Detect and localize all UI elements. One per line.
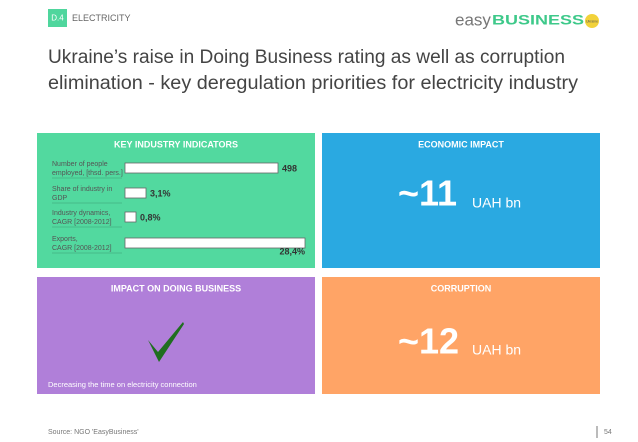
title-line: Ukraine’s raise in Doing Business rating…	[48, 47, 565, 68]
corruption-panel	[322, 277, 600, 394]
indicator-label: Number of people	[52, 161, 108, 168]
indicator-bar	[124, 187, 147, 199]
logo-badge-circle	[585, 14, 599, 28]
page-number: 54	[604, 429, 612, 436]
panel-title: CORRUPTION	[431, 283, 492, 293]
indicator-label: CAGR [2008-2012]	[52, 245, 112, 252]
indicator-label: GDP	[52, 195, 68, 202]
indicator-value: 498	[282, 163, 297, 173]
section-name: ELECTRICITY	[72, 13, 131, 23]
unit: UAH bn	[472, 342, 521, 358]
indicator-bar	[124, 162, 279, 174]
title-line: elimination - key deregulation prioritie…	[48, 73, 579, 94]
source: Source: NGO 'EasyBusiness'	[48, 429, 139, 436]
logo-left: easy	[455, 10, 491, 29]
indicator-label: CAGR [2008-2012]	[52, 219, 112, 226]
indicator-rows: Number of people employed, [thsd. pers.] 4…	[52, 161, 306, 256]
indicator-bar	[124, 237, 306, 249]
section-tag-box	[48, 9, 67, 27]
checkmark-icon	[148, 322, 184, 362]
panel-title: ECONOMIC IMPACT	[418, 139, 504, 149]
indicator-label: Industry dynamics,	[52, 210, 110, 217]
indicator-label: Share of industry in	[52, 186, 112, 193]
indicator-bar	[124, 211, 137, 223]
unit: UAH bn	[472, 195, 521, 211]
panel-title: KEY INDUSTRY INDICATORS	[114, 139, 238, 149]
indicator-label: employed, [thsd. pers.]	[52, 170, 123, 177]
logo-badge: Ukraine	[586, 19, 598, 23]
panel-note: Decreasing the time on electricity conne…	[48, 380, 197, 389]
indicator-value: 3,1%	[150, 188, 171, 198]
big-number: ~12	[398, 321, 459, 362]
big-number: ~11	[398, 173, 457, 214]
section-tag: D.4	[51, 14, 64, 23]
indicator-label: Exports,	[52, 236, 78, 243]
indicator-value: 0,8%	[140, 212, 161, 222]
indicator-value: 28,4%	[279, 246, 305, 256]
logo-right: BUSINESS	[492, 12, 584, 28]
panel-title: IMPACT ON DOING BUSINESS	[111, 283, 241, 293]
economic-panel	[322, 133, 600, 268]
